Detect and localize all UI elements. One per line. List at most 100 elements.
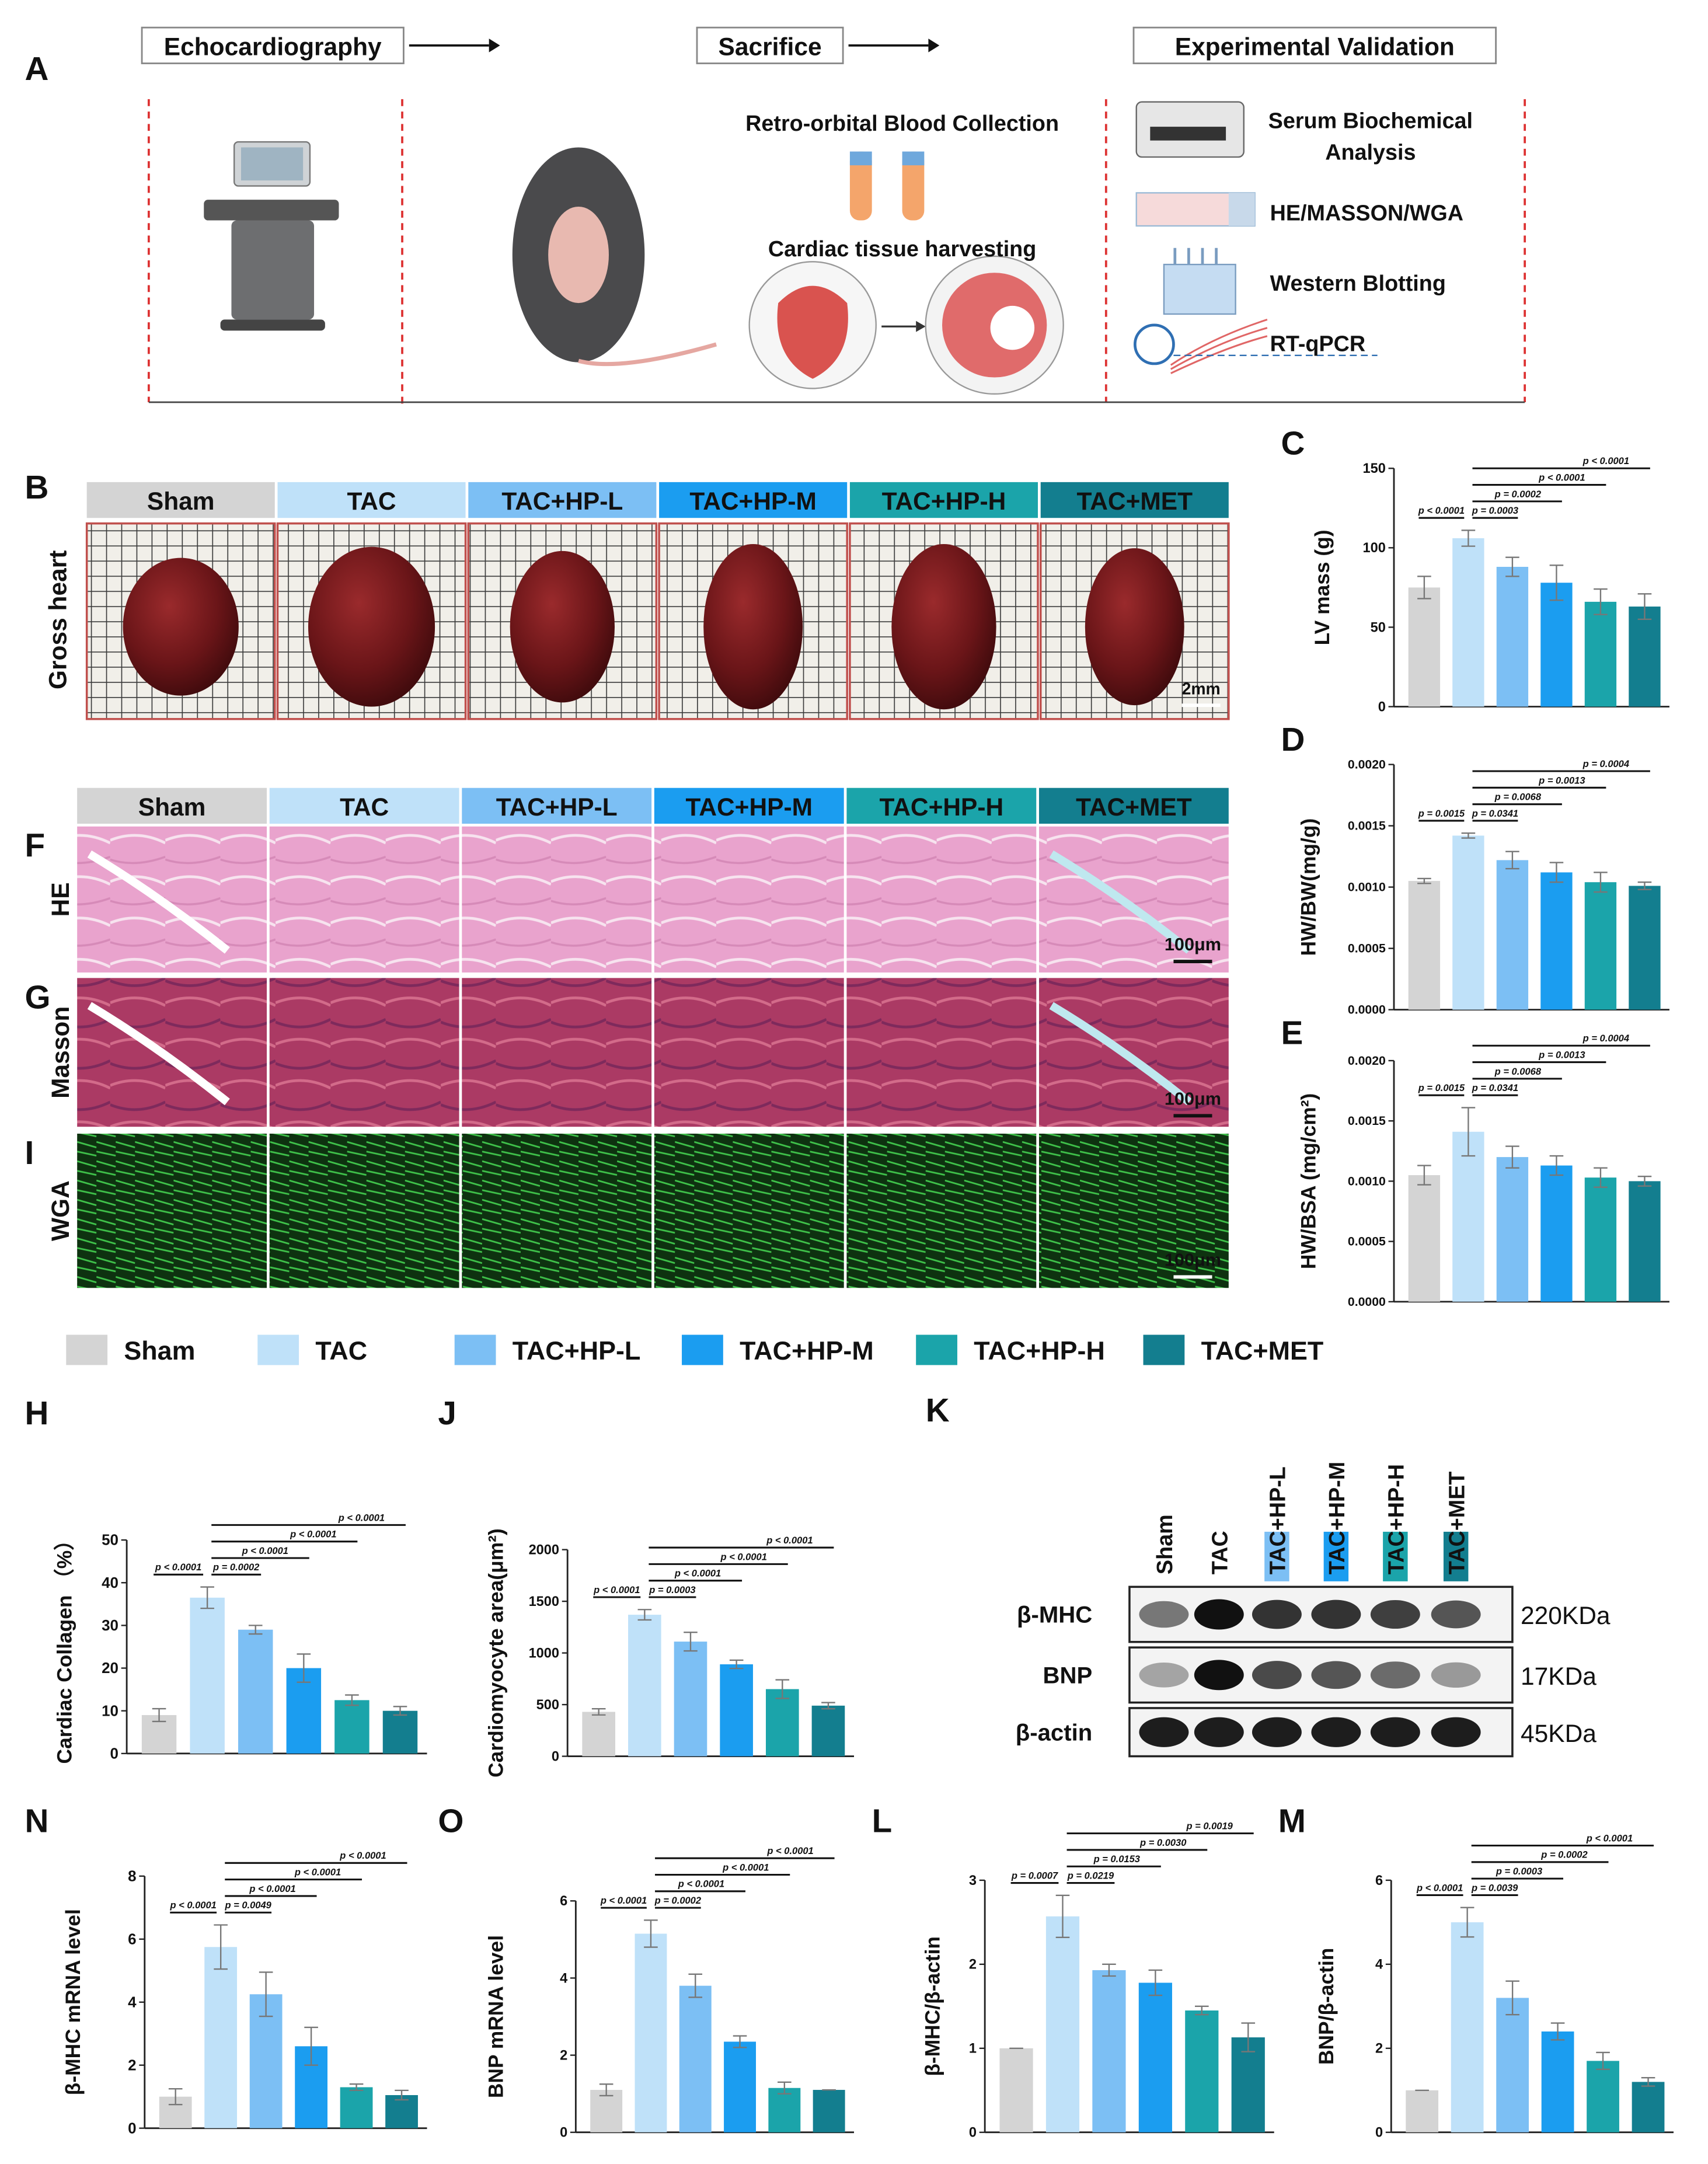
bar [582,1712,615,1757]
bar [813,2090,845,2132]
group-header [77,787,267,824]
bar [999,2048,1033,2132]
p-value-label: p = 0.0015 [1418,1083,1465,1093]
panel-label: L [872,1803,893,1839]
p-value-label: p = 0.0004 [1582,1033,1629,1044]
panel-label: G [25,979,50,1016]
error-bar [1417,576,1431,600]
p-value-label: p = 0.0030 [1139,1838,1187,1848]
heart-harvest [748,255,1064,395]
panel-label: M [1278,1803,1306,1839]
y-tick-label: 2 [560,2047,567,2062]
y-tick-label: 30 [102,1618,118,1634]
error-bar [1505,556,1519,577]
y-tick-label: 6 [128,1931,136,1947]
lane-label: TAC+HP-L [1266,1466,1290,1574]
item-label: Retro-orbital Blood Collection [745,111,1059,135]
step-box [1132,26,1497,64]
panel-label: J [438,1395,456,1432]
y-tick-label: 0.0020 [1348,758,1386,772]
p-value-label: p < 0.0001 [1586,1833,1633,1844]
error-bar [1549,862,1564,883]
mouse-illustration [512,147,717,367]
error-bar [345,1694,359,1706]
panel-label: D [1281,722,1305,758]
p-value-label: p = 0.0153 [1093,1854,1140,1865]
error-bar [775,1679,790,1699]
error-bar [1195,2005,1209,2016]
p-value-label: p = 0.0003 [1496,1866,1542,1877]
group-header-label: TAC+MET [1076,793,1192,821]
error-bar [821,1702,835,1710]
ventricle-lumen [990,305,1035,350]
legend-label: TAC+HP-H [974,1336,1105,1365]
group-header-label: TAC+HP-M [686,793,813,821]
panel-label: C [1281,426,1305,462]
p-value-label: p < 0.0001 [1418,506,1465,516]
error-bar [1148,1969,1163,1996]
error-bar [200,1586,214,1609]
y-tick-label: 0 [128,2120,136,2137]
blot-band [1139,1717,1189,1747]
ultrasound-machine [204,141,339,331]
p-value-label: p < 0.0001 [678,1879,724,1890]
workflow-frame [147,99,1526,409]
error-bar [1550,2022,1565,2041]
legend-swatch [916,1334,957,1365]
p-value-label: p = 0.0068 [1494,792,1542,803]
error-bar [1102,1963,1116,1977]
group-header [846,787,1037,824]
y-axis-label: BNP/β-actin [1315,1948,1338,2065]
histology-image [846,978,1037,1127]
group-header-label: TAC+HP-L [496,793,618,821]
y-tick-label: 6 [1375,1873,1383,1888]
tissue-gap [87,850,230,954]
blot-tank [1163,263,1236,315]
panel-label: N [25,1803,48,1839]
error-bar [168,2088,183,2106]
y-tick-label: 0.0015 [1348,1114,1386,1128]
heart-photo [510,550,615,703]
bar [1629,607,1661,707]
group-header-label: TAC [340,793,389,821]
bar [1452,1131,1484,1302]
legend-swatch [66,1334,108,1365]
bar [724,2041,757,2132]
histology-image [1038,1133,1229,1288]
group-header-label: TAC [347,487,396,515]
y-tick-label: 0 [1375,2125,1383,2140]
error-bar [688,1973,703,1998]
panel-label: K [926,1392,950,1429]
tissue-gap [1049,1002,1192,1106]
bar [635,1933,667,2132]
protein-label: BNP [1043,1663,1093,1688]
bar [1541,2031,1574,2132]
error-bar [1594,1167,1608,1188]
bar [768,2088,801,2132]
item-label: RT-qPCR [1270,332,1366,356]
lab-equipment [1134,101,1378,374]
legend-swatch [257,1334,299,1365]
y-tick-label: 2000 [529,1542,559,1557]
blot-band [1194,1660,1244,1691]
bar [1496,860,1529,1010]
base [220,319,325,331]
blot-band [1370,1661,1420,1689]
p-value-label: p = 0.0015 [1418,809,1465,819]
group-header [659,482,848,518]
histology-image [269,1133,459,1288]
group-header-label: TAC+HP-H [879,793,1003,821]
tube [849,151,872,221]
p-value-label: p < 0.0001 [338,1513,385,1523]
heart-photo [123,557,239,696]
error-bar [637,1609,652,1621]
legend-label: TAC [315,1336,367,1365]
y-tick-label: 40 [102,1575,118,1591]
electrodes [1173,248,1218,265]
bar [1185,2010,1219,2132]
p-value-label: p = 0.0003 [1472,506,1518,516]
item-label: Cardiac tissue harvesting [768,236,1036,261]
y-tick-label: 4 [560,1970,567,1985]
y-axis-label: LV mass (g) [1311,529,1334,645]
